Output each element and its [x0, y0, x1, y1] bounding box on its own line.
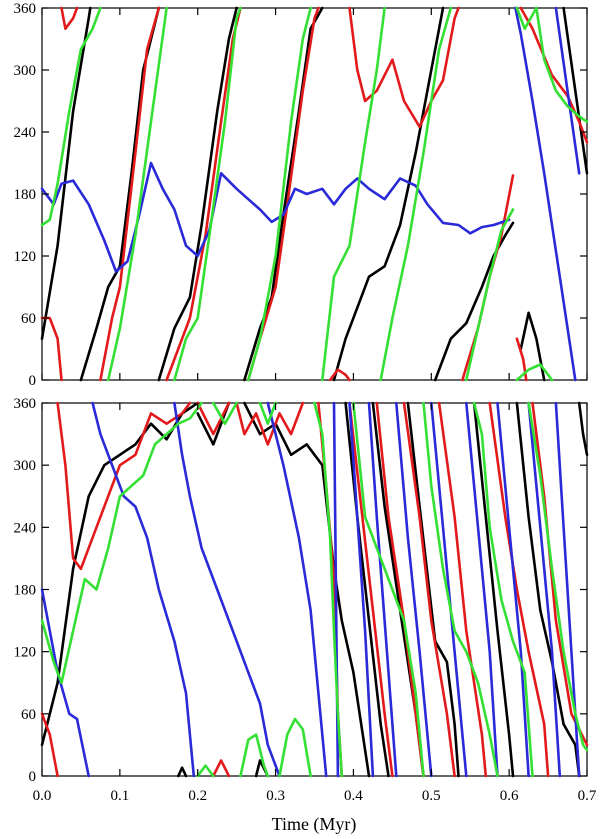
- bottom-series-2-segment-5: [348, 401, 375, 778]
- bottom-ytick-label-6: 360: [14, 396, 37, 412]
- bottom-series-0-segment-3: [177, 766, 188, 778]
- bottom-xtick-label-2: 0.2: [188, 788, 207, 804]
- bottom-series-3-segment-5: [239, 733, 270, 778]
- top-ytick-label-3: 180: [14, 187, 37, 203]
- bottom-series-3-segment-10: [527, 401, 589, 752]
- bottom-xtick-label-6: 0.6: [500, 788, 519, 804]
- top-series-1-segment-6: [348, 6, 460, 129]
- bottom-series-2-segment-3: [266, 401, 328, 778]
- top-series-2-segment-0: [40, 161, 511, 273]
- bottom-series-1-segment-1: [56, 401, 192, 571]
- bottom-xtick-label-4: 0.4: [344, 788, 363, 804]
- bottom-series-1-segment-5: [212, 759, 231, 778]
- bottom-series-2-segment-11: [527, 401, 562, 778]
- top-series-2-segment-1: [514, 6, 577, 382]
- bottom-ytick-label-3: 180: [14, 583, 37, 599]
- bottom-ytick-label-2: 120: [14, 645, 37, 661]
- top-series-0-segment-0: [40, 6, 92, 340]
- top-series-3-segment-7: [515, 363, 554, 382]
- bottom-xtick-label-7: 0.7: [578, 788, 597, 804]
- top-series-3-segment-8: [515, 6, 589, 123]
- top-series-3-segment-0: [40, 6, 102, 227]
- bottom-series-3-segment-3: [313, 401, 344, 778]
- top-series-2-segment-2: [554, 6, 581, 175]
- top-ytick-label-4: 240: [14, 125, 37, 141]
- bottom-ticks: 0 60 120 180 240 300 360 0.0 0.1 0.2 0.3 0.4 0.5 0.6 0…: [14, 396, 597, 804]
- top-series-3-segment-6: [465, 208, 515, 382]
- top-series-1-segment-1: [60, 6, 79, 30]
- bottom-series-3-segment-2: [258, 401, 277, 425]
- bottom-series-group: [40, 401, 589, 778]
- top-series-0-segment-4: [332, 6, 445, 382]
- bottom-panel: 0 60 120 180 240 300 360 0.0 0.1 0.2 0.3 0.4 0.5 0.6 0…: [14, 396, 597, 804]
- top-series-1-segment-9: [519, 6, 589, 144]
- bottom-ytick-label-1: 60: [21, 707, 36, 723]
- bottom-series-1-segment-0: [40, 712, 59, 778]
- top-series-group: [40, 6, 589, 382]
- bottom-ytick-label-0: 0: [29, 769, 37, 785]
- top-series-3-segment-4: [321, 6, 386, 382]
- top-series-3-segment-1: [106, 6, 168, 382]
- top-series-3-segment-3: [247, 6, 312, 382]
- bottom-xtick-label-1: 0.1: [110, 788, 129, 804]
- bottom-series-1-segment-10: [488, 401, 550, 778]
- top-ytick-label-0: 0: [29, 373, 37, 389]
- bottom-series-2-segment-9: [465, 401, 499, 778]
- top-panel-frame: [41, 7, 588, 381]
- bottom-ytick-label-4: 240: [14, 520, 37, 536]
- top-series-0-segment-7: [562, 6, 589, 175]
- bottom-series-0-segment-10: [577, 401, 589, 457]
- bottom-series-3-segment-1: [212, 401, 238, 425]
- top-series-1-segment-5: [328, 368, 351, 382]
- bottom-series-1-segment-6: [348, 401, 394, 778]
- top-series-3-segment-2: [173, 6, 242, 382]
- top-series-1-segment-2: [99, 6, 161, 382]
- bottom-series-3-segment-6: [278, 717, 312, 778]
- bottom-series-3-segment-9: [472, 401, 534, 778]
- top-ytick-label-5: 300: [14, 63, 37, 79]
- bottom-panel-frame: [41, 402, 588, 777]
- bottom-series-0-segment-7: [406, 401, 460, 778]
- bottom-series-3-segment-0: [40, 401, 203, 685]
- bottom-series-3-segment-8: [422, 401, 499, 778]
- bottom-xtick-label-5: 0.5: [422, 788, 441, 804]
- bottom-xtick-label-0: 0.0: [33, 788, 52, 804]
- bottom-series-3-segment-7: [352, 401, 425, 778]
- top-series-3-segment-5: [379, 6, 453, 382]
- bottom-series-3-segment-4: [196, 764, 215, 778]
- bottom-series-0-segment-8: [472, 401, 515, 778]
- top-ytick-label-2: 120: [14, 249, 37, 265]
- bottom-ytick-label-5: 300: [14, 458, 37, 474]
- top-series-0-segment-2: [157, 6, 238, 382]
- bottom-series-0-segment-1: [196, 401, 231, 446]
- bottom-xtick-label-3: 0.3: [266, 788, 285, 804]
- x-axis-title: Time (Myr): [272, 814, 357, 835]
- bottom-series-0-segment-2: [243, 401, 371, 778]
- bottom-series-1-segment-8: [402, 401, 456, 778]
- bottom-series-2-segment-2: [173, 401, 281, 778]
- bottom-series-1-segment-2: [196, 401, 231, 436]
- bottom-series-2-segment-8: [430, 401, 468, 778]
- top-series-0-segment-5: [433, 221, 515, 382]
- bottom-series-1-segment-3: [235, 401, 305, 446]
- top-ytick-label-1: 60: [21, 311, 36, 327]
- top-panel: 0 60 120 180 240 300 360: [14, 1, 589, 389]
- bottom-series-1-segment-9: [437, 401, 488, 778]
- top-series-0-segment-6: [519, 311, 546, 382]
- bottom-series-2-segment-0: [40, 588, 90, 778]
- bottom-series-2-segment-10: [496, 401, 530, 778]
- top-ticks: 0 60 120 180 240 300 360: [14, 1, 588, 389]
- bottom-series-2-segment-7: [395, 401, 433, 778]
- bottom-series-2-segment-6: [367, 401, 398, 778]
- top-ytick-label-6: 360: [14, 1, 37, 17]
- bottom-series-2-segment-1: [91, 401, 196, 778]
- top-series-1-segment-3: [165, 6, 242, 382]
